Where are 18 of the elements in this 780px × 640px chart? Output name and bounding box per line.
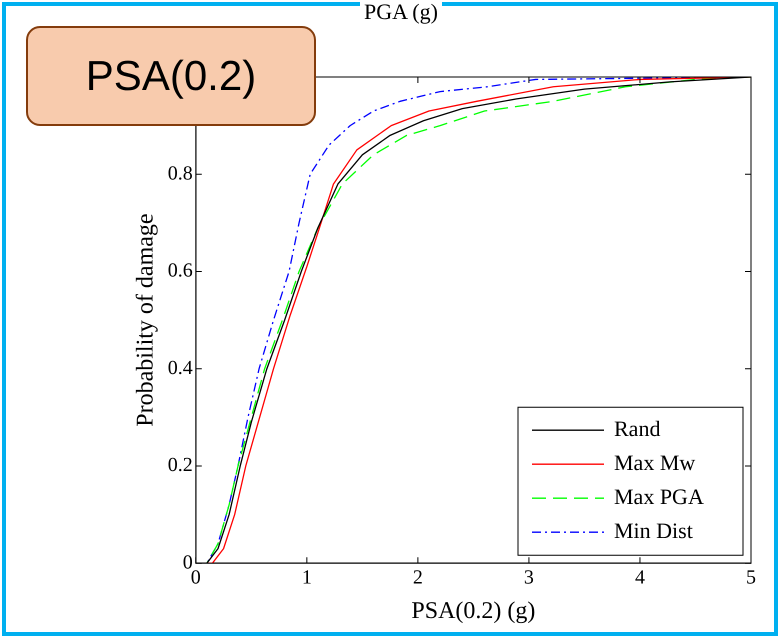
y-tick-label: 0.2 — [168, 454, 193, 476]
legend-label: Max PGA — [614, 484, 704, 509]
x-tick-label: 2 — [412, 566, 423, 588]
y-tick-label: 0 — [182, 551, 193, 574]
legend-label: Max Mw — [614, 450, 696, 475]
y-axis-title: Probability of damage — [132, 213, 159, 427]
y-tick-label: 0.6 — [168, 260, 193, 282]
legend-label: Min Dist — [614, 518, 693, 543]
chart-title: PSA(0.2) — [26, 26, 316, 126]
x-tick-label: 5 — [746, 566, 756, 588]
text: PGA (g) — [360, 0, 442, 24]
y-tick-label: 0.4 — [168, 356, 193, 379]
x-axis-title: PSA(0.2) (g) — [411, 598, 536, 624]
x-tick-label: 4 — [634, 566, 645, 588]
legend-label: Rand — [614, 416, 660, 441]
x-tick-label: 3 — [524, 566, 534, 588]
y-tick-label: 0.8 — [168, 162, 193, 184]
x-tick-label: 1 — [302, 566, 312, 588]
